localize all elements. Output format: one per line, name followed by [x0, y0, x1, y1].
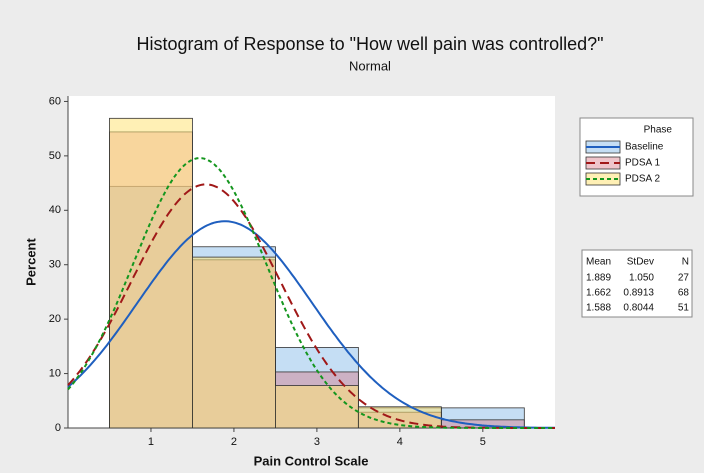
y-tick-label: 40: [49, 204, 61, 216]
x-tick-label: 3: [314, 436, 320, 448]
stats-stdev: 1.050: [629, 273, 654, 284]
chart-title: Histogram of Response to "How well pain …: [137, 34, 604, 54]
legend-title: Phase: [644, 125, 673, 136]
stats-header: StDev: [627, 257, 654, 268]
normal-curve: [67, 220, 555, 429]
histogram-bar: [275, 385, 359, 429]
y-tick-label: 50: [49, 150, 61, 162]
x-axis-label: Pain Control Scale: [254, 453, 369, 468]
legend-label: PDSA 2: [625, 174, 660, 185]
stats-table: [581, 249, 693, 318]
x-tick-label: 5: [480, 436, 486, 448]
chart-subtitle: Normal: [349, 58, 391, 73]
histogram-bar: [192, 256, 276, 429]
y-tick-label: 0: [55, 422, 61, 434]
stats-mean: 1.588: [586, 303, 611, 314]
histogram-bar: [109, 117, 193, 429]
stats-stdev: 0.8913: [623, 288, 654, 299]
stats-header: N: [682, 257, 689, 268]
y-axis-label: Percent: [23, 237, 38, 285]
stats-header: Mean: [586, 257, 611, 268]
y-tick-label: 20: [49, 313, 61, 325]
stats-n: 68: [678, 288, 690, 299]
stats-n: 51: [678, 303, 690, 314]
y-tick-label: 10: [49, 367, 61, 379]
y-tick-label: 30: [49, 259, 61, 271]
x-tick-label: 4: [397, 436, 403, 448]
normal-curve: [67, 157, 555, 429]
x-tick-label: 1: [148, 436, 154, 448]
y-tick-label: 60: [49, 95, 61, 107]
legend-label: PDSA 1: [625, 158, 660, 169]
stats-n: 27: [678, 273, 690, 284]
stats-mean: 1.889: [586, 273, 611, 284]
x-tick-label: 2: [231, 436, 237, 448]
legend-label: Baseline: [625, 142, 664, 153]
stats-mean: 1.662: [586, 288, 611, 299]
stats-stdev: 0.8044: [623, 303, 654, 314]
